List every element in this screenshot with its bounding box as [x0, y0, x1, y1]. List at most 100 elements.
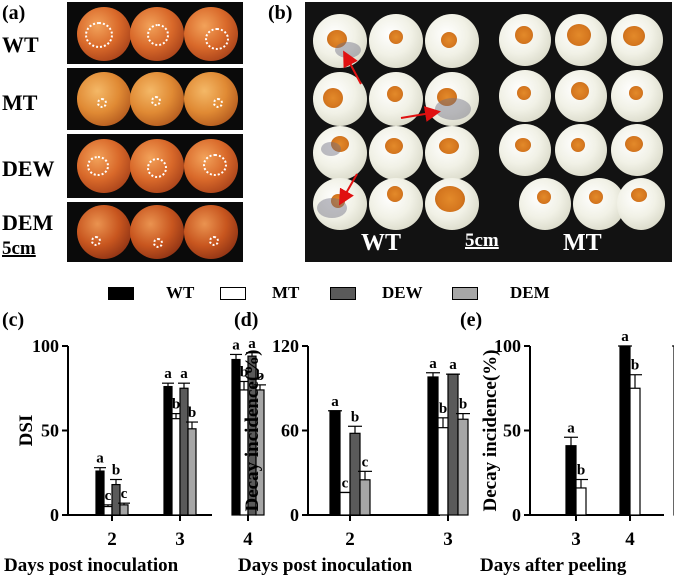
y-tick-label: 0 [512, 505, 521, 525]
decay-spot [589, 190, 603, 204]
decay-spot [441, 32, 457, 48]
bar-wt [163, 385, 173, 516]
decay-spot [327, 30, 347, 48]
decay-spot [623, 26, 645, 46]
x-tick-label: 4 [625, 529, 635, 550]
legend-label-dew: DEW [382, 283, 423, 302]
y-tick-label: 0 [290, 505, 299, 525]
x-axis-label: Days post inoculation [4, 555, 179, 576]
significance-letter: b [240, 364, 248, 380]
peeled-fruit [313, 126, 367, 180]
inoculation-ring [153, 238, 163, 248]
fruit-photo [184, 205, 238, 259]
legend-swatch-dew [330, 287, 356, 300]
bar-wt [619, 345, 631, 516]
x-tick-label: 2 [345, 529, 355, 550]
inoculation-ring [91, 236, 101, 246]
bar-mt [629, 387, 641, 516]
decay-spot [439, 138, 459, 154]
inoculation-ring [151, 96, 161, 106]
significance-letter: a [621, 329, 629, 345]
decay-spot [437, 88, 457, 106]
significance-letter: c [342, 475, 349, 491]
photo-strip-mt [67, 68, 243, 130]
inoculation-ring [147, 24, 169, 46]
significance-letter: b [256, 368, 264, 384]
y-axis-label: Decay incidence(%) [242, 350, 263, 512]
bar-dem [187, 428, 197, 516]
x-tick-label: 3 [175, 529, 185, 550]
row-label-dem: DEM [2, 210, 54, 235]
row-label-wt: WT [2, 32, 39, 57]
legend-label-wt: WT [166, 283, 195, 302]
decay-spot [571, 82, 589, 100]
photo-label-wt: WT [361, 230, 402, 256]
photo-peeled-fruits: WT 5cm MT [305, 2, 672, 262]
panel-b-scale-bar: 5cm [465, 230, 499, 251]
significance-letter: b [188, 405, 196, 421]
bar-mt [339, 491, 351, 516]
photo-strip-dem [67, 202, 243, 262]
fruit-photo [184, 72, 238, 126]
panel-letter: (e) [460, 309, 482, 331]
decay-spot [387, 186, 403, 202]
panel-letter: (d) [234, 309, 258, 331]
decay-spot [629, 86, 643, 100]
decay-spot [515, 138, 531, 152]
decay-spot [387, 86, 403, 102]
inoculation-ring [209, 236, 219, 246]
panel-letter: (c) [2, 309, 24, 331]
x-tick-label: 3 [571, 529, 581, 550]
decay-arrows [339, 50, 441, 206]
significance-letter: a [248, 336, 256, 352]
y-tick-label: 50 [41, 421, 59, 441]
bar-wt [565, 445, 577, 516]
significance-letter: a [449, 357, 457, 373]
decay-spot [631, 188, 647, 202]
y-axis-label: DSI [16, 415, 37, 447]
legend-swatch-wt [108, 287, 134, 300]
significance-letter: a [429, 356, 437, 372]
significance-letter: c [121, 486, 128, 502]
bar-dew [179, 387, 189, 516]
significance-letter: b [172, 397, 180, 413]
inoculation-ring [203, 154, 227, 176]
row-label-mt: MT [2, 90, 38, 115]
y-tick-label: 100 [494, 336, 521, 356]
significance-letter: a [567, 420, 575, 436]
decay-spot [537, 190, 551, 204]
bar-dew [447, 373, 459, 516]
decay-spot [385, 138, 403, 154]
photo-label-mt: MT [563, 230, 602, 256]
fruit-photo [77, 205, 131, 259]
inoculation-ring [97, 98, 107, 108]
significance-letter: b [459, 397, 467, 413]
bar-wt [329, 410, 341, 516]
photo-strip-wt [67, 2, 243, 64]
significance-letter: a [164, 366, 172, 382]
peeled-fruit [617, 178, 665, 230]
bar-wt [231, 358, 241, 516]
bar-mt [437, 427, 449, 516]
x-tick-label: 4 [243, 529, 253, 550]
decay-spot [331, 136, 349, 152]
significance-letter: c [105, 488, 112, 504]
significance-letter: a [96, 451, 104, 467]
decay-spot [389, 30, 403, 44]
significance-letter: b [112, 463, 120, 479]
photo-strip-dew [67, 134, 243, 198]
y-tick-label: 120 [272, 336, 299, 356]
y-axis-label: Decay incidence(%) [480, 350, 501, 512]
significance-letter: a [232, 337, 240, 353]
arrow [343, 50, 362, 85]
bar-mt [171, 418, 181, 516]
mold-patch [321, 142, 341, 156]
significance-letter: b [439, 401, 447, 417]
panel-a-scale-bar: 5cm [2, 238, 36, 259]
bar-mt [575, 487, 587, 516]
inoculation-ring [87, 156, 109, 176]
y-tick-label: 50 [503, 421, 521, 441]
panel-a-letter: (a) [2, 2, 26, 24]
